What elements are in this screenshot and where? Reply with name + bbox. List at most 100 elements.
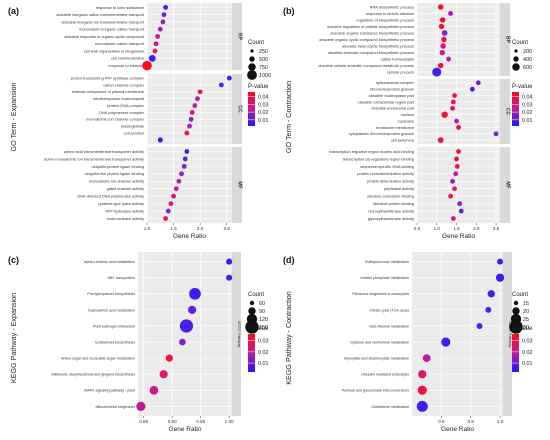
term-label: Cysteine and methionine metabolism: [350, 340, 409, 344]
term-label: obsolete organic cyclic compound biosynt…: [319, 37, 414, 42]
term-label: RNA biosynthetic process: [370, 4, 414, 9]
term-label: obsolete response to organic cyclic comp…: [64, 34, 144, 39]
term-label: obsolete inorganic ion transmembrane tra…: [61, 19, 145, 24]
x-tick-label: 2.0: [473, 226, 480, 231]
term-label: protein dimerization activity: [367, 179, 414, 184]
data-point: [457, 201, 463, 207]
y-axis-title: KEGG Pathway - Contraction: [284, 291, 293, 384]
term-label: Amino sugar and nucleotide sugar metabol…: [61, 357, 135, 361]
x-tick-label: 0.5: [414, 226, 421, 231]
data-point: [160, 19, 166, 25]
panel-tag: (c): [8, 255, 19, 265]
term-label: ATP hydrolysis activity: [105, 208, 144, 213]
color-legend-label: 0.02: [522, 110, 533, 116]
data-point: [448, 193, 453, 199]
term-label: Ribosome biogenesis in eukaryotes: [352, 292, 409, 296]
facet-strip-label: KEGG Pathway: [508, 321, 512, 348]
term-label: DNA polymerase complex: [99, 110, 144, 115]
term-label: beta-Alanine metabolism: [369, 324, 409, 328]
term-label: obsolete aromatic compound biosynthetic …: [328, 50, 414, 55]
data-point: [181, 163, 187, 169]
data-point: [173, 186, 179, 192]
facet-bg: [417, 79, 500, 144]
color-legend-title: P-value: [248, 84, 269, 90]
color-legend-title: P-value: [512, 84, 533, 90]
data-point: [155, 34, 161, 39]
color-legend-bar: [248, 334, 255, 372]
term-label: amino acid transmembrane transporter act…: [64, 149, 144, 154]
data-point: [142, 60, 152, 71]
x-tick-label: 2.5: [493, 226, 500, 231]
size-legend-dot: [514, 49, 518, 53]
data-point: [179, 319, 194, 333]
panel-c: (c) KEGG Pathway alpha-Linolenic acid meta…: [8, 252, 269, 433]
term-label: active monoatomic ion transmembrane tran…: [44, 156, 144, 161]
data-point: [452, 186, 457, 192]
panel-d: (d) KEGG Pathway Sulfoquinovose metabolism…: [283, 252, 533, 433]
x-axis-title: Gene Ratio: [169, 426, 202, 433]
facet-strip: [232, 252, 241, 416]
panel-tag: (d): [283, 255, 295, 265]
data-point: [182, 156, 188, 162]
x-tick-label: 1.5: [170, 226, 177, 231]
panel-tag: (b): [283, 6, 295, 16]
data-point: [163, 4, 168, 10]
facet-strip-label: BP: [505, 36, 511, 44]
color-legend-label: 0.02: [522, 350, 533, 356]
data-point: [439, 17, 446, 23]
data-point: [152, 48, 158, 54]
size-legend-title: Count: [512, 292, 528, 298]
data-point: [441, 36, 447, 43]
term-label: obsolete nucleoplasm part: [369, 93, 415, 98]
size-legend-dot: [249, 56, 255, 62]
size-legend-dot: [248, 63, 256, 71]
data-point: [454, 163, 460, 169]
data-point: [495, 273, 505, 282]
data-point: [226, 274, 233, 281]
x-tick-label: 0.90: [168, 419, 177, 424]
data-point: [441, 30, 448, 36]
term-label: Pentose and glucuronate interconversions: [342, 389, 409, 393]
size-legend-dot: [513, 300, 519, 306]
data-point: [440, 43, 446, 49]
data-point: [157, 26, 163, 32]
size-legend-label: 30: [523, 325, 529, 331]
data-point: [188, 305, 197, 314]
data-point: [136, 401, 146, 411]
data-point: [176, 178, 182, 184]
size-legend-label: 120: [259, 317, 268, 323]
x-tick-label: 0.95: [196, 419, 205, 424]
term-label: nucleolus: [398, 118, 414, 123]
data-point: [450, 178, 455, 184]
term-label: peptidase activity: [384, 186, 414, 191]
term-label: Sulfoquinovose metabolism: [365, 260, 409, 264]
term-label: cysteine-type lyase activity: [98, 201, 144, 206]
size-legend-dot: [245, 320, 259, 334]
data-point: [456, 125, 461, 130]
data-point: [475, 80, 481, 86]
x-tick-label: 1.0: [497, 419, 504, 424]
term-label: obsolete extracellular region part: [358, 99, 415, 104]
facet-strip: [500, 79, 510, 144]
data-point: [448, 11, 453, 16]
size-legend-dot: [512, 63, 520, 71]
term-label: cellular process: [387, 69, 414, 74]
color-legend-label: 0.01: [522, 361, 533, 367]
data-point: [226, 75, 232, 81]
data-point: [437, 137, 444, 144]
color-legend-label: 0.03: [522, 102, 533, 108]
term-label: cell communication: [111, 56, 144, 61]
data-point: [437, 4, 444, 10]
facet-strip-label: BP: [237, 33, 243, 41]
term-label: obsolete endosomal part: [371, 106, 415, 111]
data-point: [179, 338, 186, 346]
color-legend-bar: [512, 334, 519, 372]
term-label: Ubiquitin mediated proteolysis: [361, 373, 409, 377]
facet-strip: [503, 252, 512, 416]
term-label: Stilbenoid, diarylheptanoid and gingerol…: [51, 373, 135, 377]
x-tick-label: 1.5: [453, 226, 460, 231]
size-legend-label: 90: [259, 309, 265, 315]
data-point: [432, 67, 442, 77]
term-label: response to toxic substance: [96, 5, 144, 10]
